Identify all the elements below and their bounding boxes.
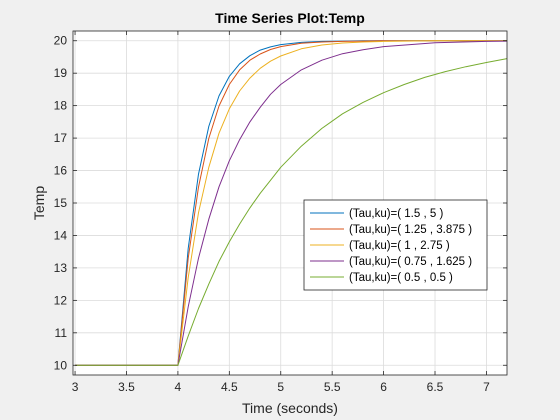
x-tick-label: 6 [380,380,387,394]
chart-title: Time Series Plot:Temp [215,10,365,26]
legend-entry: (Tau,ku)=( 0.75 , 1.625 ) [349,256,472,268]
series-line-5 [75,58,508,366]
y-tick-label: 18 [54,99,68,113]
x-tick-label: 5 [277,380,284,394]
ticks: 3 3.5 4 4.5 5 5.5 6 6.5 7 10 11 12 13 14 15 16 17 18 19 20 [54,31,507,394]
x-tick-label: 3 [72,380,79,394]
series-line-3 [75,40,507,366]
y-tick-label: 17 [54,131,68,145]
y-tick-label: 19 [54,66,68,80]
x-tick-label: 7 [483,380,490,394]
y-axis-label: Temp [31,186,47,220]
y-tick-label: 16 [54,164,68,178]
y-tick-label: 10 [54,358,68,372]
y-tick-label: 20 [54,34,68,48]
y-tick-label: 14 [54,228,68,242]
legend: (Tau,ku)=( 1.5 , 5 ) (Tau,ku)=( 1.25 , 3.… [303,199,488,291]
y-tick-label: 11 [55,326,68,340]
x-tick-label: 4.5 [221,380,238,394]
x-tick-label: 5.5 [324,380,341,394]
legend-entry: (Tau,ku)=( 1 , 2.75 ) [349,240,450,252]
series-line-2 [75,40,507,366]
x-tick-label: 6.5 [427,380,444,394]
series-layer [75,40,508,366]
series-line-4 [75,40,508,366]
x-axis-label: Time (seconds) [242,400,338,416]
legend-entry: (Tau,ku)=( 1.5 , 5 ) [349,208,443,220]
legend-entry: (Tau,ku)=( 0.5 , 0.5 ) [349,272,453,284]
y-tick-label: 13 [54,261,68,275]
y-tick-label: 12 [54,293,68,307]
x-tick-label: 3.5 [118,380,135,394]
y-tick-label: 15 [54,196,68,210]
x-tick-label: 4 [175,380,182,394]
legend-entry: (Tau,ku)=( 1.25 , 3.875 ) [349,224,472,236]
